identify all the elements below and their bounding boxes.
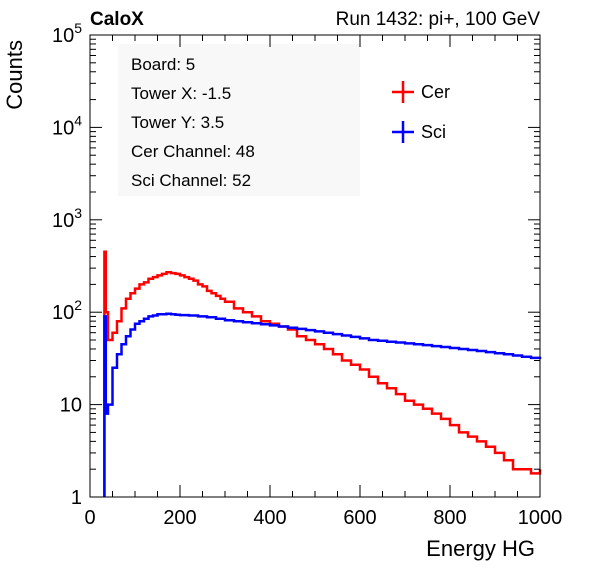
x-axis: 0 200 400 600 800 1000 [84, 35, 562, 529]
experiment-label: CaloX [90, 9, 144, 30]
info-tower-y: Tower Y: 3.5 [131, 113, 224, 132]
series-line-cer [103, 250, 542, 497]
info-tower-x: Tower X: -1.5 [131, 84, 231, 103]
y-tick-label: 104 [52, 112, 82, 139]
legend-item-sci: Sci [392, 121, 446, 143]
info-board: Board: 5 [131, 55, 195, 74]
info-box: Board: 5 Tower X: -1.5 Tower Y: 3.5 Cer … [118, 44, 360, 196]
x-axis-title: Energy HG [426, 536, 535, 561]
legend-item-cer: Cer [392, 81, 450, 103]
info-sci-channel: Sci Channel: 52 [131, 171, 251, 190]
x-tick-label: 0 [84, 507, 95, 529]
y-tick-label: 105 [52, 20, 82, 47]
legend-label-cer: Cer [421, 82, 450, 102]
plot-area [103, 250, 542, 497]
y-tick-label: 102 [52, 297, 82, 324]
x-tick-label: 1000 [518, 507, 563, 529]
legend-label-sci: Sci [421, 122, 446, 142]
series-line-sci [103, 312, 542, 497]
y-axis-title: Counts [2, 40, 27, 110]
y-tick-label: 1 [71, 487, 82, 509]
legend: Cer Sci [392, 81, 450, 143]
y-tick-label: 103 [52, 205, 82, 232]
info-box-background [118, 44, 360, 196]
info-cer-channel: Cer Channel: 48 [131, 142, 255, 161]
y-tick-label: 10 [60, 395, 82, 417]
x-tick-label: 200 [163, 507, 196, 529]
x-tick-label: 600 [343, 507, 376, 529]
run-info-label: Run 1432: pi+, 100 GeV [336, 9, 541, 30]
x-tick-label: 800 [433, 507, 466, 529]
x-tick-label: 400 [253, 507, 286, 529]
